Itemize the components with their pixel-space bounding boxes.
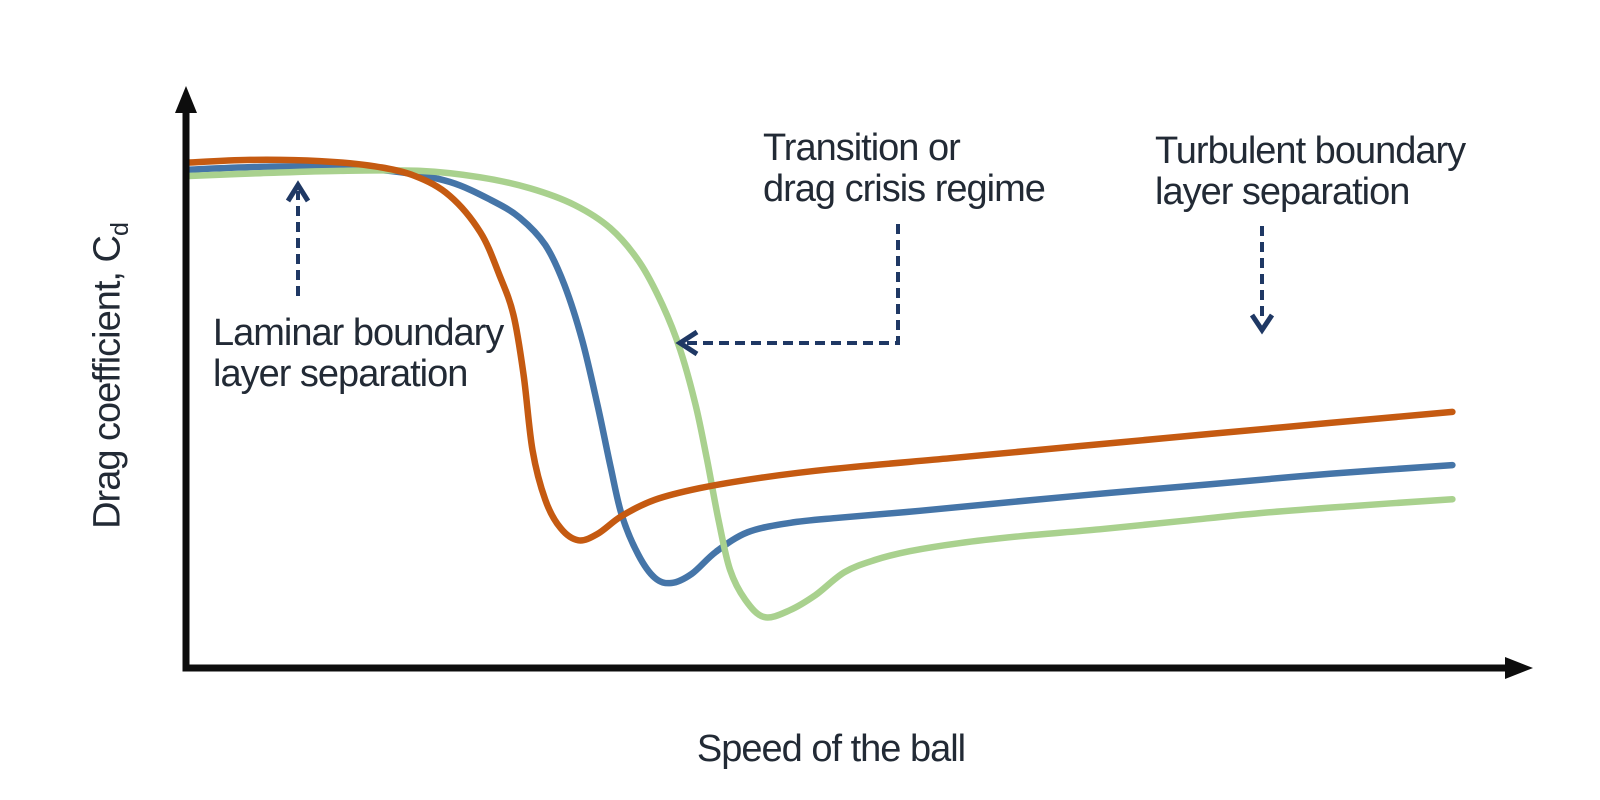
curves (182, 156, 1456, 621)
laminar-arrowhead-icon (285, 180, 311, 203)
transition-arrowhead-icon (675, 329, 699, 357)
annotation-transition-regime: Transition or drag crisis regime (763, 127, 1046, 210)
y-axis-label-text: Drag coefficient, C (86, 236, 129, 529)
turbulent-arrowhead-icon (1249, 313, 1275, 335)
y-axis-arrowhead-icon (175, 86, 197, 113)
annotation-laminar-separation: Laminar boundary layer separation (213, 312, 504, 395)
x-axis-label: Speed of the ball (696, 728, 966, 770)
y-axis-label: Drag coefficient, Cd (86, 223, 135, 529)
curve-orange (182, 156, 1456, 544)
curve-blue (182, 163, 1456, 587)
axes (175, 86, 1533, 679)
annotation-turbulent-separation: Turbulent boundary layer separation (1155, 130, 1466, 213)
x-axis-arrowhead-icon (1505, 657, 1533, 679)
transition-arrow-shaft (681, 224, 900, 345)
annotation-arrows (285, 180, 1275, 357)
y-axis-label-subscript: d (106, 223, 135, 237)
curve-green (182, 167, 1456, 621)
